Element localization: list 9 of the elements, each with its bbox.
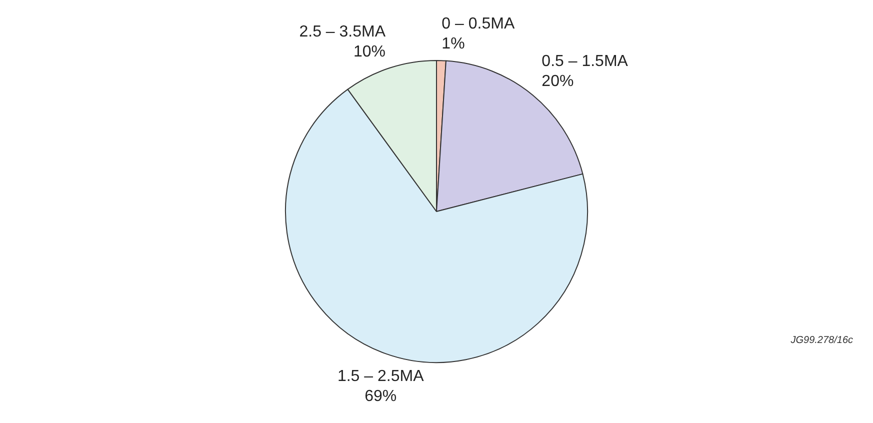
data-label: 10% — [353, 43, 386, 60]
slice-label: 0 – 0.5MA — [442, 16, 515, 33]
slice-label: 1.5 – 2.5MA — [337, 368, 424, 385]
text: JG99.278/16c — [790, 335, 853, 346]
data-label: 69% — [364, 388, 397, 405]
data-label: 20% — [542, 72, 574, 90]
slice-label: 2.5 – 3.5MA — [299, 23, 386, 40]
slice-label: 0.5 – 1.5MA — [542, 52, 628, 70]
data-label: 1% — [442, 36, 465, 53]
